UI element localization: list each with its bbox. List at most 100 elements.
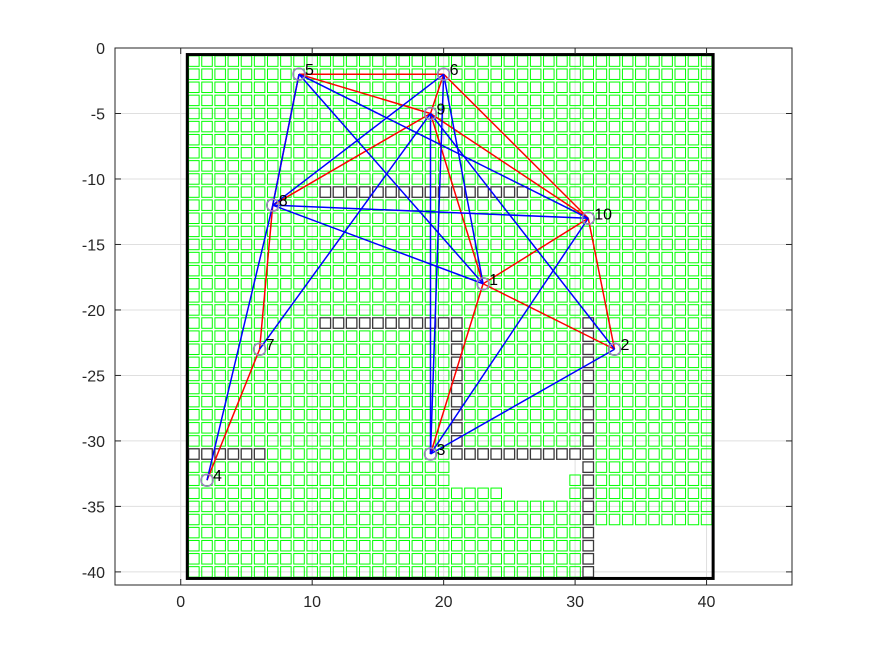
node-label-1: 1	[489, 272, 498, 289]
grid-cell	[359, 304, 371, 316]
grid-cell	[477, 317, 489, 329]
grid-cell	[240, 461, 253, 473]
grid-cell	[543, 225, 555, 238]
grid-cell	[569, 553, 581, 565]
grid-cell	[569, 500, 581, 513]
grid-cell	[635, 395, 647, 408]
grid-cell	[372, 133, 384, 146]
grid-cell	[648, 291, 660, 303]
grid-cell	[227, 120, 240, 133]
grid-cell	[293, 120, 305, 133]
grid-cell	[319, 212, 332, 225]
grid-cell	[345, 251, 358, 264]
grid-cell	[477, 343, 489, 355]
grid-cell	[201, 369, 213, 382]
grid-cell	[490, 500, 502, 513]
grid-cell	[582, 251, 595, 264]
grid-cell	[490, 539, 502, 552]
grid-cell	[490, 278, 502, 290]
grid-cell	[319, 461, 332, 473]
grid-cell	[372, 408, 384, 421]
grid-cell	[503, 317, 516, 329]
x-tick-label: 30	[566, 594, 584, 611]
grid-cell	[306, 304, 318, 316]
grid-cell	[556, 395, 568, 408]
grid-cell	[437, 395, 450, 408]
grid-cell	[687, 291, 700, 303]
grid-cell	[227, 264, 240, 277]
grid-cell	[582, 160, 595, 172]
grid-cell	[306, 120, 318, 133]
grid-cell	[293, 369, 305, 382]
grid-cell	[477, 160, 489, 172]
x-tick-label: 10	[303, 594, 321, 611]
grid-cell	[345, 435, 358, 447]
grid-cell	[411, 160, 424, 172]
grid-cell	[240, 107, 253, 120]
grid-cell	[240, 408, 253, 421]
grid-cell	[266, 81, 279, 94]
grid-cell	[490, 369, 502, 382]
grid-cell	[608, 212, 621, 225]
grid-cell	[214, 369, 226, 382]
grid-cell	[411, 225, 424, 238]
grid-cell	[280, 343, 292, 355]
grid-cell	[240, 186, 253, 198]
grid-cell	[293, 435, 305, 447]
grid-cell	[385, 291, 397, 303]
grid-cell	[306, 553, 318, 565]
grid-cell	[266, 94, 279, 107]
grid-cell	[503, 133, 516, 146]
grid-cell	[503, 343, 516, 355]
grid-cell	[635, 94, 647, 107]
grid-cell	[661, 487, 673, 500]
grid-cell	[280, 147, 292, 159]
grid-cell	[319, 343, 332, 355]
grid-cell	[280, 461, 292, 473]
grid-cell	[266, 435, 279, 447]
grid-cell	[582, 173, 595, 185]
obstacle-cell	[411, 186, 424, 198]
grid-cell	[437, 500, 450, 513]
grid-cell	[503, 173, 516, 185]
grid-cell	[345, 474, 358, 486]
grid-cell	[556, 238, 568, 251]
grid-cell	[464, 343, 476, 355]
grid-cell	[674, 133, 687, 146]
grid-cell	[306, 422, 318, 434]
grid-cell	[227, 435, 240, 447]
grid-cell	[503, 212, 516, 225]
grid-cell	[385, 251, 397, 264]
grid-cell	[398, 304, 410, 316]
grid-cell	[490, 553, 502, 565]
obstacle-cell	[582, 552, 595, 565]
axes	[114, 47, 793, 586]
grid-cell	[345, 461, 358, 473]
grid-cell	[293, 133, 305, 146]
grid-cell	[280, 448, 292, 460]
grid-cell	[635, 133, 647, 146]
grid-cell	[345, 500, 358, 513]
grid-cell	[477, 330, 489, 342]
grid-cell	[687, 395, 700, 408]
grid-cell	[661, 500, 673, 513]
grid-cell	[477, 107, 489, 120]
grid-cell	[490, 513, 502, 526]
grid-cell	[543, 553, 555, 565]
grid-cell	[648, 147, 660, 159]
grid-cell	[214, 238, 226, 251]
grid-cell	[437, 539, 450, 552]
grid-cell	[437, 526, 450, 539]
grid-cell	[345, 395, 358, 408]
grid-cell	[359, 343, 371, 355]
grid-cell	[201, 238, 213, 251]
node-marker-10	[581, 211, 595, 226]
grid-cell	[503, 94, 516, 107]
grid-cell	[516, 160, 529, 172]
grid-cell	[345, 238, 358, 251]
node-label-9: 9	[436, 101, 445, 118]
grid-cell	[569, 107, 581, 120]
grid-cell	[266, 448, 279, 460]
grid-cell	[516, 369, 529, 382]
